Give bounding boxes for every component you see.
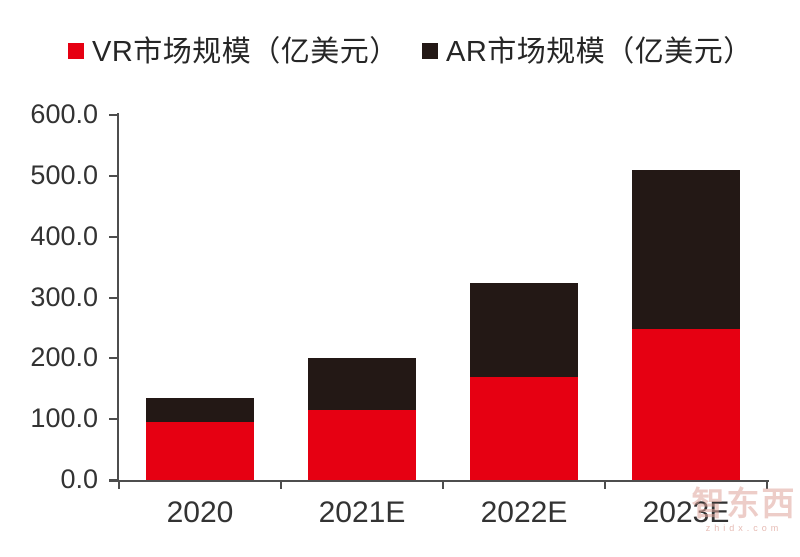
x-category-label: 2021E [318, 496, 406, 529]
y-tick-label: 0.0 [60, 464, 98, 494]
bar-segment-ar-2021E [308, 358, 416, 411]
legend-item-vr: VR市场规模（亿美元） [68, 28, 399, 70]
legend-label-ar: AR市场规模（亿美元） [446, 36, 753, 68]
y-tick-label: 400.0 [30, 220, 98, 251]
y-tick-label: 300.0 [30, 281, 98, 312]
x-axis-tick [280, 480, 282, 489]
bar-segment-vr-2022E [470, 376, 578, 480]
bar-segment-ar-2022E [470, 282, 578, 377]
y-tick-label: 500.0 [30, 159, 98, 190]
y-axis-tick [109, 479, 119, 481]
legend-swatch-vr-icon [68, 42, 84, 59]
legend-swatch-ar-icon [422, 42, 438, 59]
x-category-label: 2022E [480, 496, 568, 529]
x-category-label: 2023E [642, 496, 730, 529]
bar-segment-vr-2020 [146, 422, 254, 480]
y-tick-label: 600.0 [30, 99, 98, 129]
y-axis-tick [109, 235, 119, 238]
bar-segment-ar-2023E [632, 169, 740, 330]
y-axis-tick [109, 418, 119, 421]
y-tick-label: 200.0 [30, 342, 98, 373]
y-tick-label: 100.0 [30, 403, 98, 434]
x-axis-tick [766, 480, 768, 489]
x-axis-tick [118, 480, 120, 489]
bar-segment-vr-2023E [632, 329, 740, 480]
y-axis-tick [109, 174, 119, 177]
x-axis-tick [604, 480, 606, 489]
y-axis-tick [109, 114, 119, 116]
y-axis-tick [109, 296, 119, 299]
x-axis-line [109, 480, 769, 482]
x-category-label: 2020 [166, 496, 234, 529]
bar-segment-vr-2021E [308, 410, 416, 480]
legend-label-vr: VR市场规模（亿美元） [92, 36, 399, 68]
legend-item-ar: AR市场规模（亿美元） [422, 28, 753, 70]
y-axis-tick [109, 357, 119, 360]
x-axis-tick [442, 480, 444, 489]
bar-segment-ar-2020 [146, 397, 254, 423]
